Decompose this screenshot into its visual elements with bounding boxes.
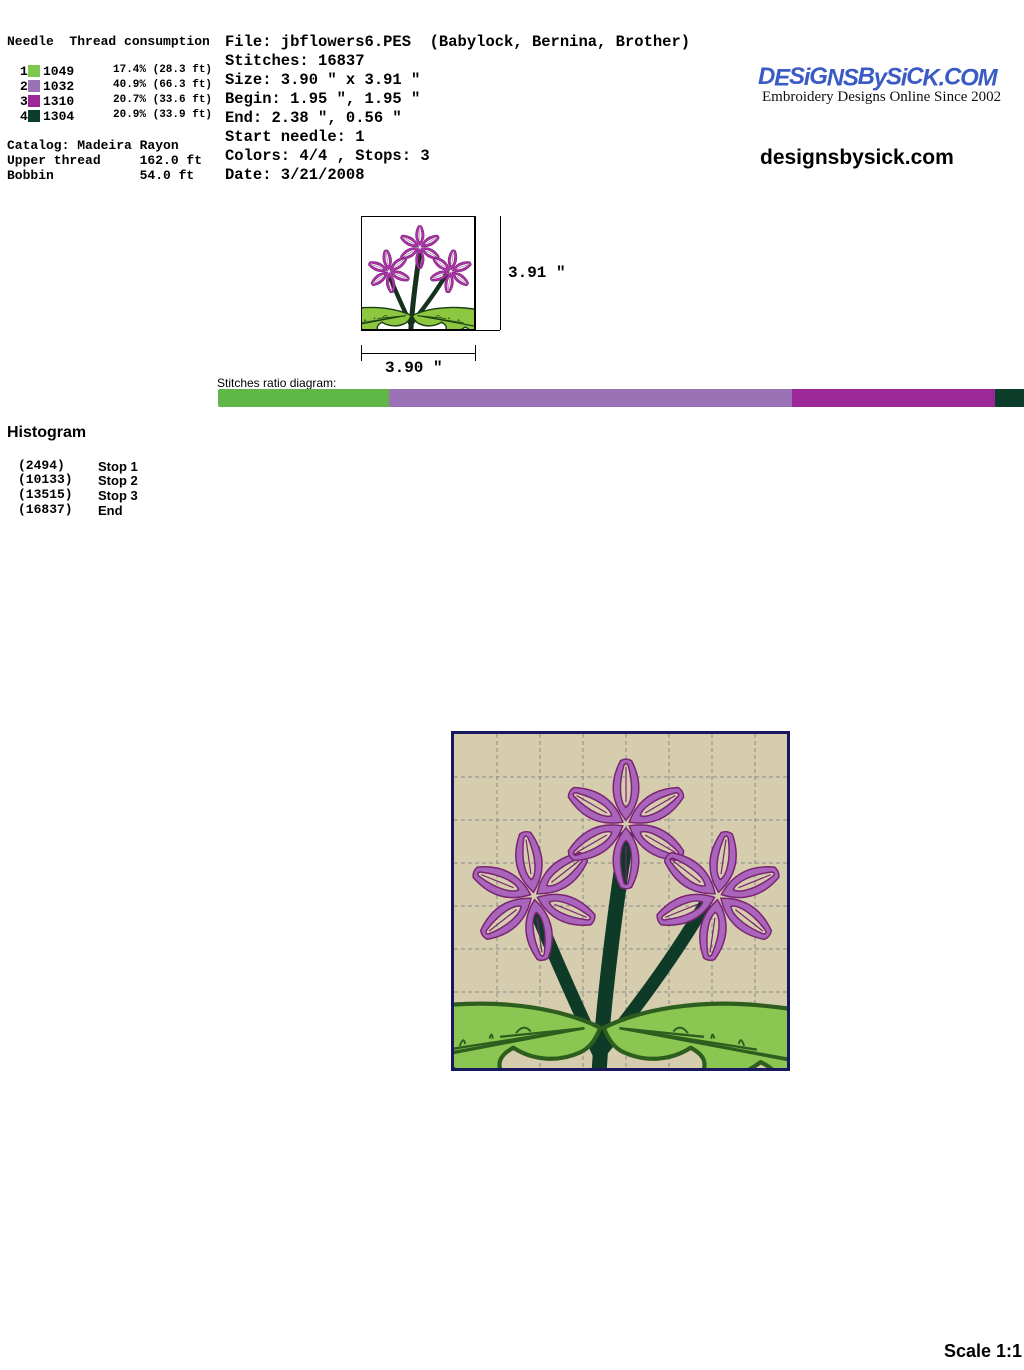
- svg-text:DESiGNSBySiCK.COM: DESiGNSBySiCK.COM: [758, 63, 999, 92]
